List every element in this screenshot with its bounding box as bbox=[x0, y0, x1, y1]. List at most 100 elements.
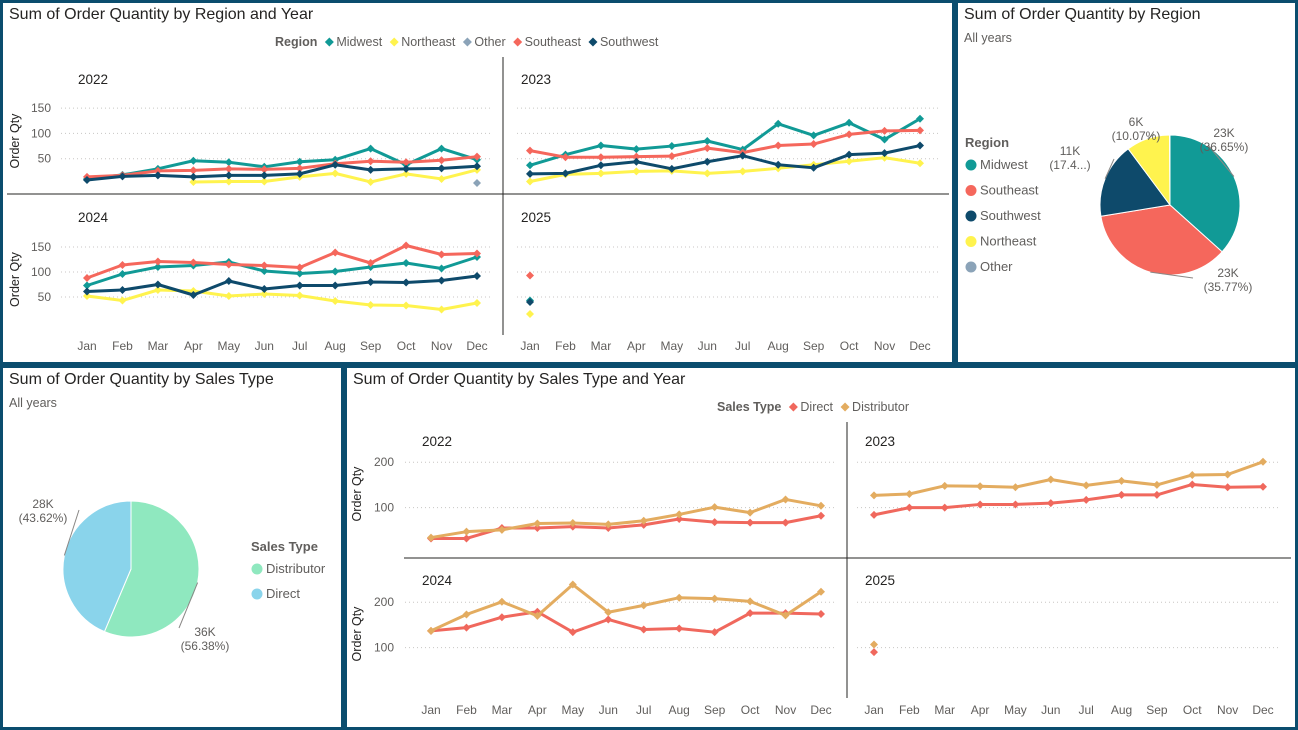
data-point-southwest-2022 bbox=[473, 162, 481, 171]
data-point-northeast-2024 bbox=[331, 297, 340, 305]
data-point-northeast-2023 bbox=[596, 169, 605, 178]
data-point-direct-2023 bbox=[870, 510, 878, 519]
legend-marker-midwest bbox=[324, 37, 334, 47]
data-point-midwest-2022 bbox=[224, 158, 233, 167]
data-point-distributor-2022 bbox=[781, 495, 790, 504]
legend-item-southeast: Southeast bbox=[980, 183, 1039, 198]
legend-item-direct: Direct bbox=[800, 400, 833, 414]
x-tick-label: Aug bbox=[1111, 703, 1132, 717]
sales-year-chart[interactable]: Sales Type Direct Distributor Order Qty Orde… bbox=[347, 368, 1295, 727]
x-tick-label: Jul bbox=[636, 703, 651, 717]
data-point-southeast-2024 bbox=[437, 250, 446, 259]
x-tick-label: Nov bbox=[775, 703, 796, 717]
data-point-southeast-2024 bbox=[189, 258, 198, 267]
y-axis-label: Order Qty bbox=[350, 466, 364, 522]
region-year-chart[interactable]: Region Midwest Northeast Other Southeast Sout… bbox=[3, 3, 952, 362]
data-point-northeast-2024 bbox=[260, 290, 269, 298]
series-line-distributor-2024 bbox=[430, 583, 822, 633]
data-point-southwest-2022 bbox=[83, 175, 91, 184]
data-point-midwest-2023 bbox=[596, 141, 605, 150]
y-axis-label: Order Qty bbox=[8, 113, 22, 169]
data-point-southwest-2022 bbox=[260, 171, 269, 180]
data-point-southeast-2022 bbox=[153, 166, 162, 175]
y-tick-label: 150 bbox=[31, 101, 51, 115]
x-tick-label: Jan bbox=[421, 703, 440, 717]
data-point-southwest-2023 bbox=[809, 163, 818, 172]
data-point-direct-2023 bbox=[1152, 490, 1161, 499]
data-point-southeast-2023 bbox=[880, 126, 889, 135]
x-tick-label: Oct bbox=[1183, 703, 1202, 717]
y-tick-label: 100 bbox=[31, 265, 51, 279]
legend-marker-southeast bbox=[965, 185, 977, 196]
data-point-midwest-2023 bbox=[880, 135, 889, 144]
y-tick-label: 50 bbox=[38, 290, 52, 304]
pie-percent-label: (10.07%) bbox=[1112, 129, 1161, 143]
legend-item-southeast: Southeast bbox=[525, 35, 582, 49]
legend-item-distributor: Distributor bbox=[266, 561, 326, 576]
data-point-northeast-2022 bbox=[331, 169, 340, 178]
region-year-panel[interactable]: Sum of Order Quantity by Region and Year… bbox=[0, 0, 955, 365]
data-point-northeast-2022 bbox=[189, 177, 198, 186]
series-line-southwest-2024 bbox=[86, 274, 478, 297]
data-point-midwest-2022 bbox=[437, 144, 446, 153]
sales-pie-panel[interactable]: Sum of Order Quantity by Sales Type All … bbox=[0, 365, 344, 730]
facet-title-2022: 2022 bbox=[422, 434, 452, 449]
data-point-southeast-2022 bbox=[473, 152, 481, 161]
data-point-northeast-2023 bbox=[845, 157, 854, 166]
data-point-northeast-2022 bbox=[366, 177, 375, 186]
data-point-southwest-2023 bbox=[845, 150, 854, 159]
panel-subtitle: All years bbox=[964, 31, 1012, 45]
data-point-southwest-2022 bbox=[189, 172, 198, 181]
legend-item-other: Other bbox=[474, 35, 505, 49]
legend-marker-other bbox=[462, 37, 472, 47]
panel-title: Sum of Order Quantity by Sales Type and … bbox=[353, 371, 686, 388]
y-tick-label: 200 bbox=[374, 455, 394, 469]
data-point-direct-2023 bbox=[1046, 499, 1055, 508]
x-tick-label: Jun bbox=[1041, 703, 1060, 717]
series-line-midwest-2023 bbox=[529, 117, 921, 167]
series-line-southeast-2024 bbox=[86, 244, 478, 280]
pie-percent-label: (36.65%) bbox=[1200, 140, 1249, 154]
data-point-distributor-2022 bbox=[568, 519, 577, 528]
data-point-southeast-2024 bbox=[473, 249, 481, 258]
series-line-direct-2022 bbox=[431, 514, 822, 540]
x-tick-label: Jun bbox=[698, 339, 717, 353]
y-axis-label: Order Qty bbox=[8, 251, 22, 307]
pie-value-label: 11K bbox=[1060, 144, 1080, 158]
legend-item-northeast: Northeast bbox=[980, 234, 1037, 249]
data-point-distributor-2024 bbox=[427, 626, 435, 635]
data-point-southwest-2022 bbox=[118, 172, 127, 181]
data-point-southwest-2023 bbox=[738, 151, 747, 160]
y-tick-label: 50 bbox=[38, 152, 52, 166]
sales-pie-chart[interactable]: Sales Type Distributor Direct 36K(56.38%) 28… bbox=[3, 368, 341, 727]
data-point-southwest-2023 bbox=[526, 169, 534, 178]
data-point-midwest-2024 bbox=[295, 269, 304, 278]
data-point-southwest-2023 bbox=[880, 149, 889, 158]
legend-title: Region bbox=[275, 35, 317, 49]
legend-marker-distributor bbox=[840, 402, 850, 412]
data-point-southeast-2024 bbox=[402, 241, 411, 250]
data-point-distributor-2024 bbox=[710, 594, 719, 603]
region-pie-chart[interactable]: Region Midwest Southeast Southwest Northeast… bbox=[958, 3, 1295, 362]
x-tick-label: Jul bbox=[735, 339, 750, 353]
data-point-southeast-2024 bbox=[295, 263, 304, 272]
region-pie-panel[interactable]: Sum of Order Quantity by Region All year… bbox=[955, 0, 1298, 365]
data-point-midwest-2023 bbox=[703, 137, 712, 145]
data-point-direct-2024 bbox=[604, 615, 613, 624]
data-point-direct-2024 bbox=[817, 610, 825, 619]
facet-title-2023: 2023 bbox=[865, 434, 895, 449]
data-point-northeast-2023 bbox=[703, 169, 712, 178]
data-point-northeast-2024 bbox=[295, 291, 304, 300]
x-tick-label: Apr bbox=[627, 339, 646, 353]
sales-year-panel[interactable]: Sum of Order Quantity by Sales Type and … bbox=[344, 365, 1298, 730]
data-point-direct-2022 bbox=[746, 518, 755, 527]
pie-value-label: 6K bbox=[1129, 115, 1144, 129]
data-point-midwest-2022 bbox=[331, 155, 340, 164]
data-point-direct-2024 bbox=[639, 625, 648, 634]
data-point-southeast-2023 bbox=[561, 153, 570, 162]
legend-marker-other bbox=[965, 261, 977, 273]
data-point-southwest-2024 bbox=[473, 272, 481, 280]
data-point-distributor-2022 bbox=[427, 533, 435, 542]
data-point-distributor-2023 bbox=[1117, 476, 1126, 485]
x-tick-label: Jun bbox=[255, 339, 274, 353]
